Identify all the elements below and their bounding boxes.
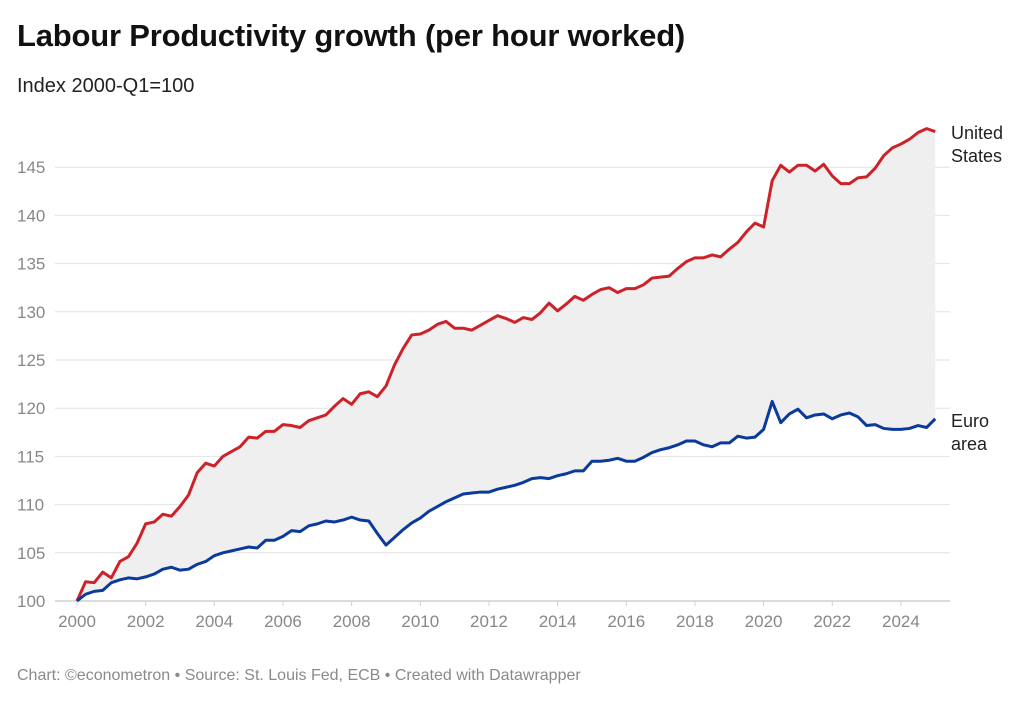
x-tick-label: 2008 <box>333 612 371 631</box>
y-tick-label: 110 <box>17 496 44 515</box>
series-label: United <box>951 123 1003 143</box>
y-tick-label: 140 <box>17 206 45 225</box>
series-label: area <box>951 434 988 454</box>
x-tick-label: 2016 <box>607 612 645 631</box>
x-tick-label: 2018 <box>676 612 714 631</box>
series-label: Euro <box>951 411 989 431</box>
x-tick-label: 2012 <box>470 612 508 631</box>
gap-area <box>77 128 936 601</box>
y-tick-label: 105 <box>17 544 45 563</box>
x-tick-label: 2022 <box>813 612 851 631</box>
chart-subtitle: Index 2000-Q1=100 <box>17 75 195 97</box>
chart-title: Labour Productivity growth (per hour wor… <box>17 18 686 53</box>
series-line-united-states <box>75 127 936 602</box>
series-label: States <box>951 146 1002 166</box>
x-tick-label: 2024 <box>882 612 920 631</box>
x-tick-label: 2010 <box>401 612 439 631</box>
x-tick-label: 2006 <box>264 612 302 631</box>
x-tick-label: 2004 <box>195 612 233 631</box>
y-tick-label: 125 <box>17 351 45 370</box>
y-tick-label: 100 <box>17 592 45 611</box>
y-tick-label: 145 <box>17 158 45 177</box>
series-line-euro-area <box>76 399 937 603</box>
x-tick-label: 2002 <box>127 612 165 631</box>
x-tick-label: 2000 <box>58 612 96 631</box>
chart-footer: Chart: ©econometron • Source: St. Louis … <box>17 667 581 684</box>
y-tick-label: 135 <box>17 255 45 274</box>
y-tick-label: 120 <box>17 399 45 418</box>
y-tick-label: 115 <box>17 447 44 466</box>
y-tick-label: 130 <box>17 303 45 322</box>
x-tick-label: 2020 <box>745 612 783 631</box>
x-tick-label: 2014 <box>539 612 577 631</box>
